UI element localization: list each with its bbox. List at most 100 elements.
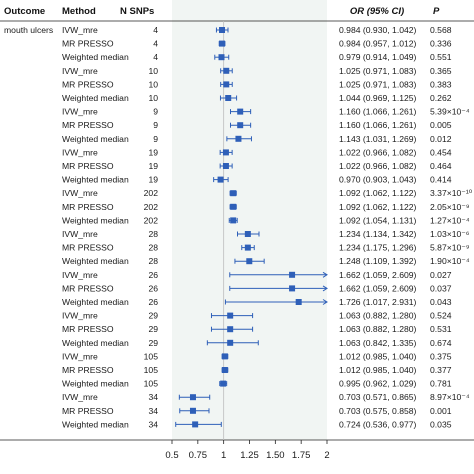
row-or-ci: 0.995 (0.962, 1.029) — [339, 379, 417, 389]
x-tick-label: 1.50 — [266, 450, 285, 461]
row-p: 0.001 — [430, 406, 452, 416]
outcome-label: mouth ulcers — [4, 25, 53, 35]
row-nsnps: 105 — [144, 351, 159, 361]
row-p: 8.97×10⁻⁴ — [430, 392, 470, 402]
row-p: 0.262 — [430, 93, 452, 103]
row-p: 5.39×10⁻⁴ — [430, 107, 470, 117]
row-nsnps: 29 — [148, 324, 158, 334]
row-method: MR PRESSO — [62, 283, 114, 293]
row-nsnps: 19 — [148, 175, 158, 185]
row-p: 0.037 — [430, 283, 452, 293]
ci-arrow — [322, 299, 328, 305]
header-p: P — [433, 6, 440, 17]
row-nsnps: 10 — [148, 66, 158, 76]
row-p: 0.365 — [430, 66, 452, 76]
row-method: Weighted median — [62, 256, 129, 266]
row-method: IVW_mre — [62, 66, 98, 76]
row-nsnps: 28 — [148, 256, 158, 266]
row-or-ci: 1.044 (0.969, 1.125) — [339, 93, 417, 103]
row-p: 0.524 — [430, 311, 452, 321]
point-estimate — [230, 203, 237, 210]
row-p: 0.383 — [430, 79, 452, 89]
point-estimate — [221, 353, 228, 360]
row-method: IVW_mre — [62, 311, 98, 321]
row-or-ci: 1.092 (1.062, 1.122) — [339, 202, 417, 212]
row-p: 3.37×10⁻¹⁰ — [430, 188, 473, 198]
row-or-ci: 1.160 (1.066, 1.261) — [339, 120, 417, 130]
x-tick-label: 1 — [221, 450, 226, 461]
point-estimate — [289, 285, 296, 292]
row-method: MR PRESSO — [62, 243, 114, 253]
row-p: 2.05×10⁻⁹ — [430, 202, 470, 212]
forest-rows: IVW_mre 4 0.984 (0.930, 1.042) 0.568 MR PRES… — [62, 25, 473, 429]
row-p: 1.90×10⁻⁴ — [430, 256, 470, 266]
row-method: Weighted median — [62, 52, 129, 62]
point-estimate — [227, 312, 234, 319]
row-or-ci: 0.724 (0.536, 0.977) — [339, 419, 417, 429]
point-estimate — [189, 394, 196, 401]
row-method: MR PRESSO — [62, 324, 114, 334]
row-or-ci: 1.025 (0.971, 1.083) — [339, 79, 417, 89]
row-or-ci: 1.160 (1.066, 1.261) — [339, 107, 417, 117]
row-method: IVW_mre — [62, 107, 98, 117]
point-estimate — [230, 217, 237, 224]
row-nsnps: 10 — [148, 93, 158, 103]
row-nsnps: 29 — [148, 311, 158, 321]
row-or-ci: 0.979 (0.914, 1.049) — [339, 52, 417, 62]
row-or-ci: 1.025 (0.971, 1.083) — [339, 66, 417, 76]
row-p: 0.781 — [430, 379, 452, 389]
row-or-ci: 1.063 (0.882, 1.280) — [339, 324, 417, 334]
point-estimate — [244, 244, 251, 251]
row-p: 0.464 — [430, 161, 452, 171]
row-p: 0.005 — [430, 120, 452, 130]
row-nsnps: 19 — [148, 147, 158, 157]
row-method: IVW_mre — [62, 25, 98, 35]
row-nsnps: 4 — [153, 25, 158, 35]
point-estimate — [295, 299, 302, 305]
row-nsnps: 28 — [148, 229, 158, 239]
row-or-ci: 1.063 (0.882, 1.280) — [339, 311, 417, 321]
row-p: 0.568 — [430, 25, 452, 35]
row-nsnps: 26 — [148, 270, 158, 280]
row-or-ci: 1.726 (1.017, 2.931) — [339, 297, 417, 307]
row-method: IVW_mre — [62, 351, 98, 361]
point-estimate — [192, 421, 199, 428]
row-or-ci: 1.063 (0.842, 1.335) — [339, 338, 417, 348]
row-p: 0.674 — [430, 338, 452, 348]
row-nsnps: 34 — [148, 406, 158, 416]
x-tick-label: 1.75 — [292, 450, 311, 461]
point-estimate — [244, 231, 251, 237]
row-method: Weighted median — [62, 175, 129, 185]
row-or-ci: 0.984 (0.930, 1.042) — [339, 25, 417, 35]
point-estimate — [220, 380, 227, 387]
row-or-ci: 1.234 (1.175, 1.296) — [339, 243, 417, 253]
row-p: 1.27×10⁻⁴ — [430, 215, 470, 225]
row-method: Weighted median — [62, 93, 129, 103]
row-p: 0.375 — [430, 351, 452, 361]
row-method: MR PRESSO — [62, 406, 114, 416]
row-nsnps: 28 — [148, 243, 158, 253]
row-method: MR PRESSO — [62, 365, 114, 375]
row-p: 0.551 — [430, 52, 452, 62]
row-nsnps: 4 — [153, 39, 158, 49]
point-estimate — [221, 367, 228, 373]
x-tick-label: 0.75 — [189, 450, 208, 461]
row-nsnps: 9 — [153, 134, 158, 144]
row-nsnps: 29 — [148, 338, 158, 348]
point-estimate — [246, 258, 253, 265]
point-estimate — [222, 163, 229, 169]
x-tick-label: 1.25 — [240, 450, 259, 461]
row-nsnps: 105 — [144, 379, 159, 389]
point-estimate — [223, 67, 230, 74]
row-method: Weighted median — [62, 134, 129, 144]
header-outcome: Outcome — [4, 6, 45, 17]
point-estimate — [223, 81, 230, 88]
row-or-ci: 1.234 (1.134, 1.342) — [339, 229, 417, 239]
row-or-ci: 1.022 (0.966, 1.082) — [339, 147, 417, 157]
row-nsnps: 34 — [148, 392, 158, 402]
row-p: 0.531 — [430, 324, 452, 334]
x-tick-label: 0.5 — [165, 450, 178, 461]
row-p: 0.454 — [430, 147, 452, 157]
row-nsnps: 10 — [148, 79, 158, 89]
row-method: Weighted median — [62, 338, 129, 348]
